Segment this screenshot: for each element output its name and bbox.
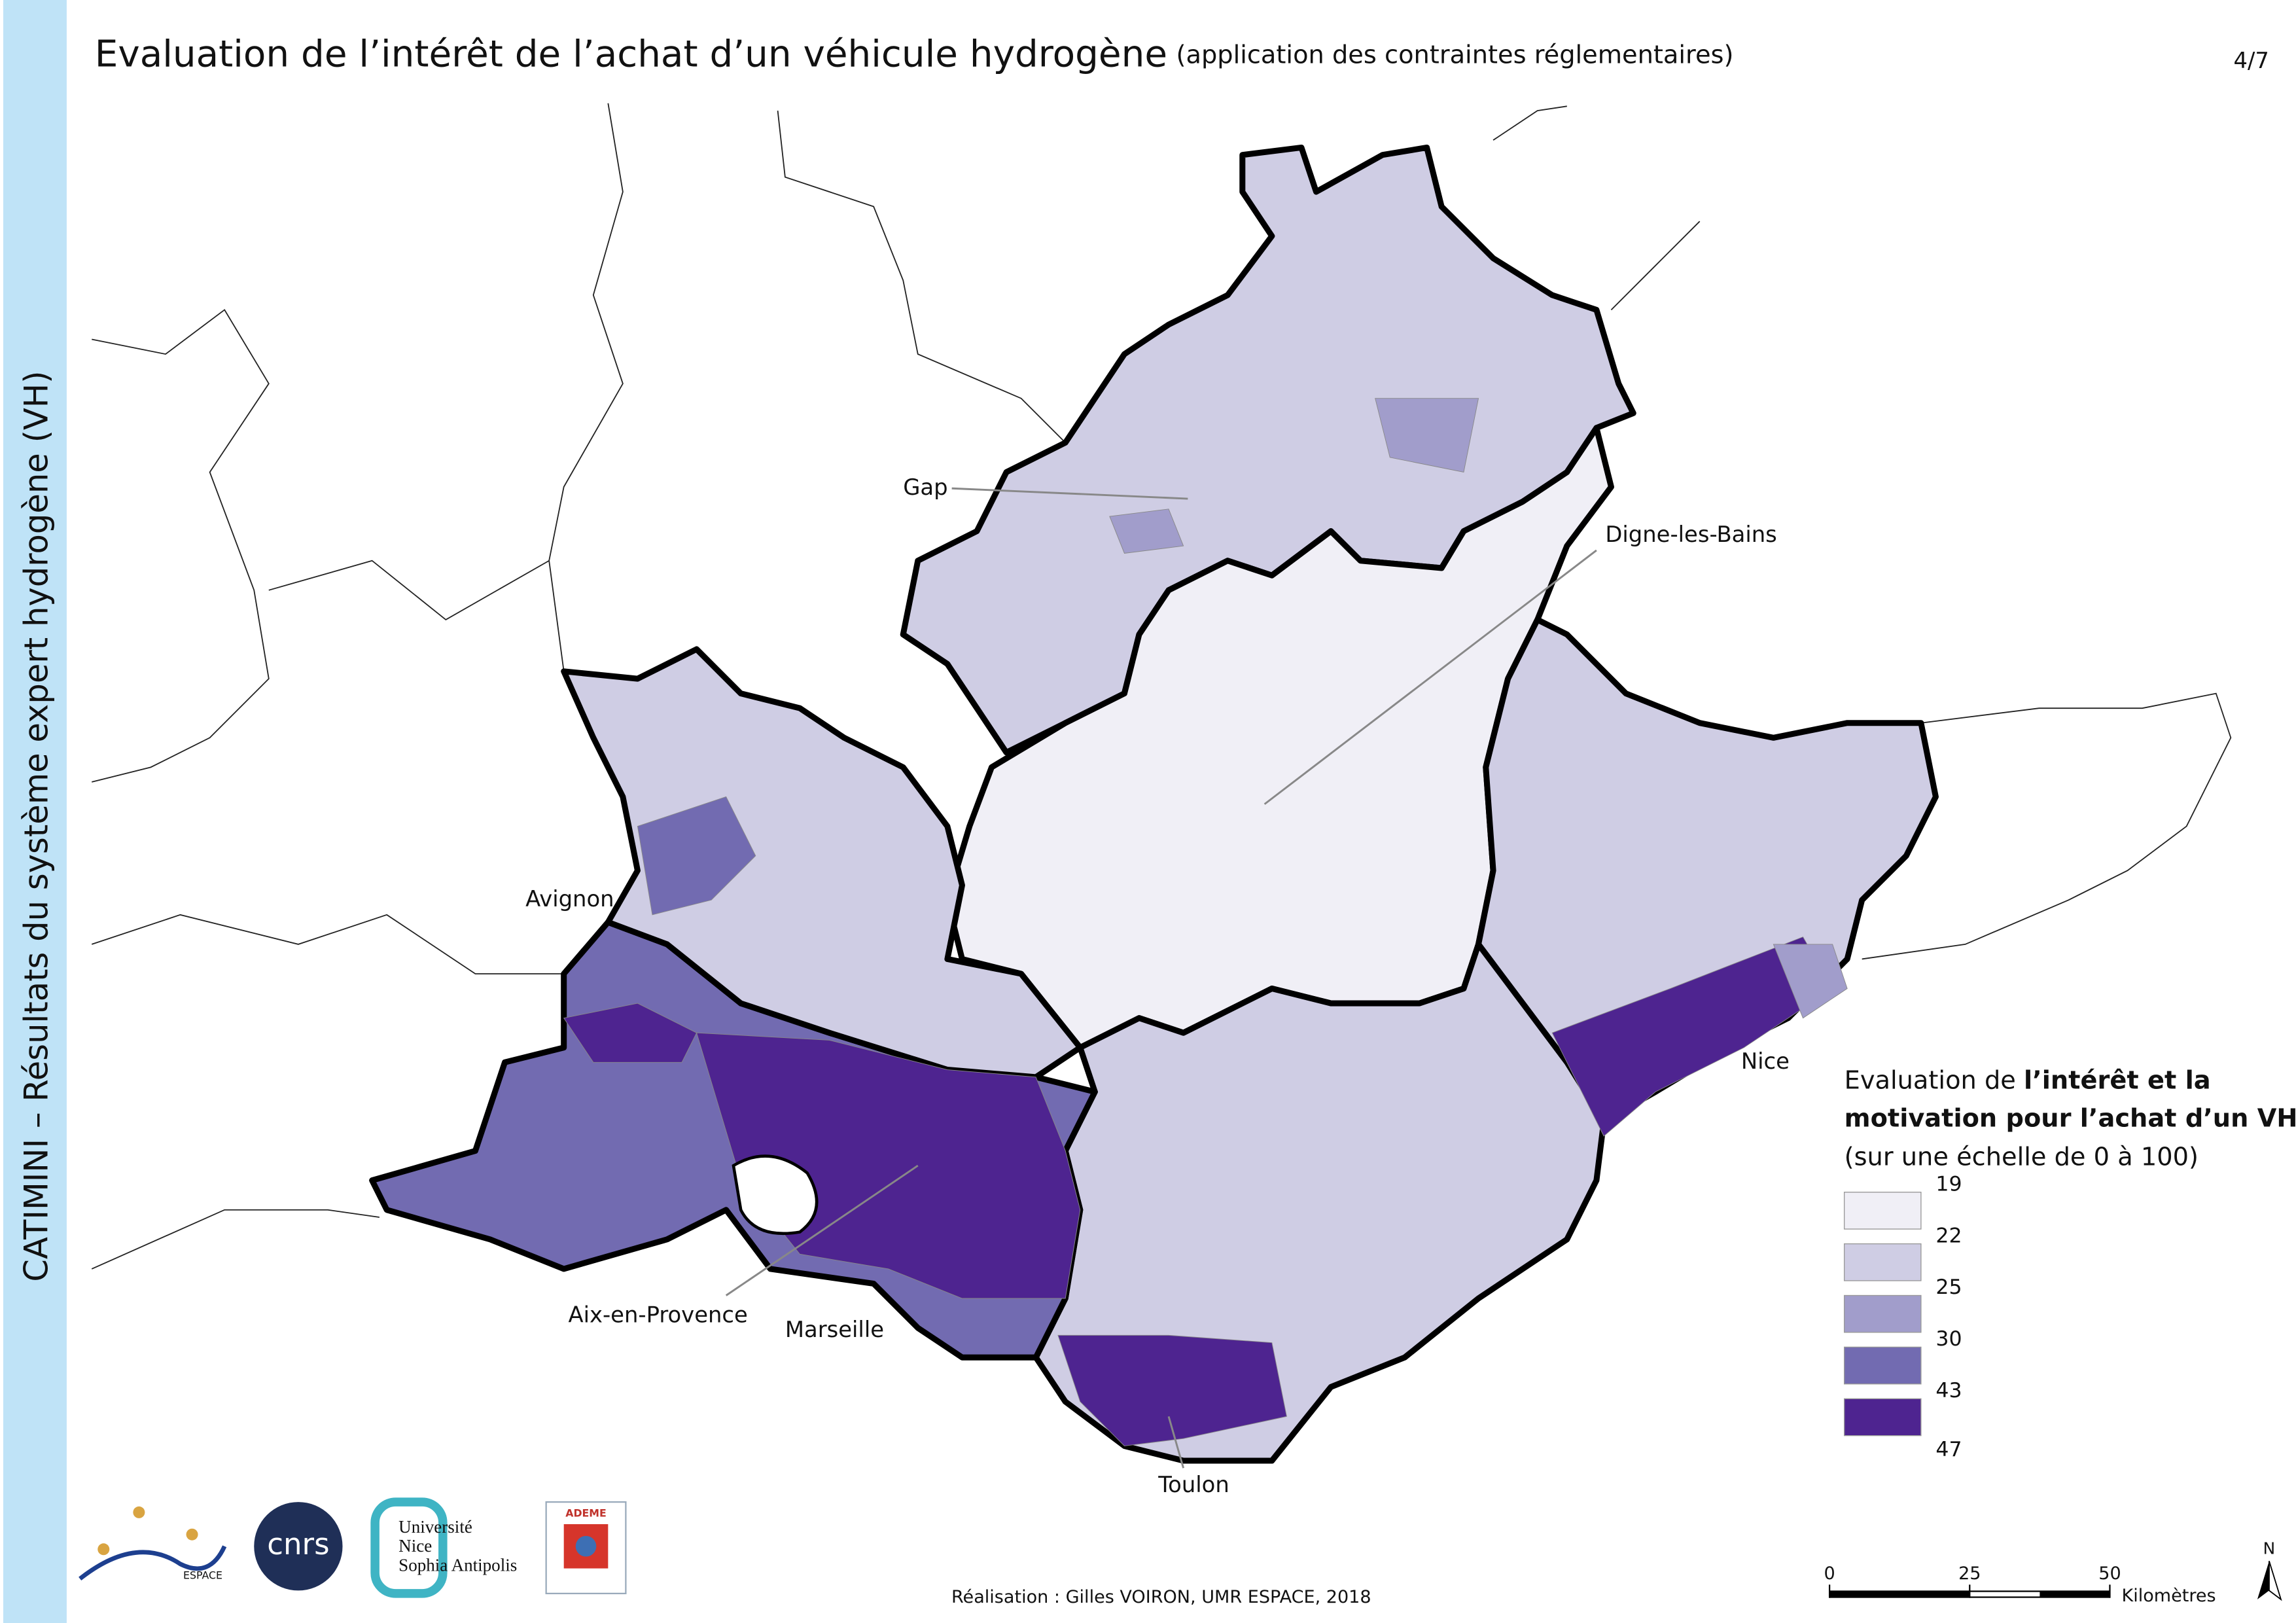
legend-break: 47	[1935, 1438, 1962, 1461]
north-arrow-shape	[2269, 1561, 2282, 1601]
credit: Réalisation : Gilles VOIRON, UMR ESPACE,…	[951, 1587, 1371, 1607]
border-line	[91, 914, 564, 974]
leader-line	[1263, 549, 1597, 805]
leader-line	[951, 487, 1188, 500]
sidebar-text: CATIMINI – Résultats du système expert h…	[18, 370, 56, 1281]
logos: ESPACE cnrs Université Nice Sophia Antip…	[79, 1497, 627, 1598]
legend-break: 19	[1935, 1172, 1962, 1196]
leader-line	[725, 1164, 919, 1296]
legend-swatch	[1843, 1346, 1922, 1385]
logo-shape	[370, 1497, 448, 1598]
logo-text: cnrs	[267, 1527, 329, 1561]
city-labels: Gap Digne-les-Bains Avignon Nice Aix-en-…	[525, 474, 1790, 1497]
score-zone	[1773, 944, 1848, 1019]
city-label: Digne-les-Bains	[1605, 522, 1776, 547]
logo-shape	[254, 1502, 343, 1591]
legend-swatch	[1843, 1398, 1922, 1436]
title-main: Evaluation de l’intérêt de l’achat d’un …	[95, 33, 1167, 75]
border-line	[91, 1209, 380, 1270]
score-zone	[1551, 936, 1833, 1137]
scale-tick-label: 50	[2098, 1563, 2121, 1584]
city-label: Nice	[1741, 1048, 1790, 1074]
logo-text: Nice	[398, 1536, 432, 1556]
legend-swatch	[1843, 1294, 1922, 1333]
legend-break: 22	[1935, 1224, 1962, 1247]
scale-tick-label: 25	[1958, 1563, 1981, 1584]
score-zone	[1057, 1334, 1287, 1446]
border-line	[268, 560, 550, 620]
north-arrow-shape	[2257, 1561, 2269, 1599]
logo-text: Université	[398, 1517, 472, 1537]
logo-shape	[133, 1506, 145, 1518]
legend-title-part: motivation pour l’achat d’un VH	[1845, 1104, 2296, 1133]
score-zone	[1109, 508, 1184, 554]
legend-title-part: Evaluation de	[1845, 1065, 2024, 1095]
legend-title-part: (sur une échelle de 0 à 100)	[1845, 1142, 2199, 1171]
city-label: Aix-en-Provence	[568, 1302, 747, 1328]
logo-shape	[97, 1543, 110, 1556]
scale-tick-label: 0	[1824, 1563, 1835, 1584]
departments	[369, 144, 1939, 1464]
logo-text: ADEME	[565, 1507, 607, 1520]
scale-segment	[1969, 1592, 2040, 1597]
title: Evaluation de l’intérêt de l’achat d’un …	[95, 33, 1734, 75]
legend: Evaluation de l’intérêt et la motivation…	[1843, 1065, 2296, 1461]
border-line	[1492, 105, 1567, 141]
score-zone	[563, 1003, 698, 1063]
logo-shape	[575, 1535, 597, 1557]
leader-line	[1167, 1416, 1185, 1469]
score-zone	[1375, 398, 1479, 473]
legend-swatch	[1843, 1243, 1922, 1281]
border-line	[1610, 221, 1701, 311]
border-line	[1862, 692, 2232, 960]
scale-unit: Kilomètres	[2122, 1586, 2216, 1606]
department	[561, 646, 1084, 1080]
legend-title-part: l’intérêt et la	[2024, 1065, 2211, 1095]
legend-break: 25	[1935, 1275, 1962, 1299]
legend-title: Evaluation de l’intérêt et la	[1845, 1065, 2211, 1095]
background-borders	[91, 103, 2232, 1270]
subtitle: (application des contraintes réglementai…	[1176, 40, 1734, 69]
city-label: Toulon	[1157, 1472, 1229, 1497]
border-line	[548, 103, 624, 671]
city-label: Avignon	[525, 886, 614, 912]
page-number: 4/7	[2234, 48, 2269, 73]
scale-bar: Kilomètres 0 25 50	[1824, 1563, 2216, 1606]
logo-shape	[186, 1528, 198, 1541]
legend-swatch	[1843, 1191, 1922, 1230]
north-arrow: N	[2257, 1539, 2282, 1601]
etang-de-berre	[732, 1154, 819, 1236]
legend-break: 43	[1935, 1379, 1962, 1402]
north-label: N	[2263, 1539, 2276, 1558]
legend-break: 30	[1935, 1327, 1962, 1351]
border-line	[777, 110, 1066, 444]
score-zone	[637, 796, 756, 916]
logo-shape	[79, 1545, 227, 1581]
logo-text: Sophia Antipolis	[398, 1556, 517, 1575]
sidebar-band	[3, 0, 67, 1623]
city-label: Marseille	[785, 1317, 884, 1342]
logo-text: ESPACE	[183, 1569, 222, 1581]
city-label: Gap	[903, 474, 947, 500]
border-line	[92, 309, 270, 783]
